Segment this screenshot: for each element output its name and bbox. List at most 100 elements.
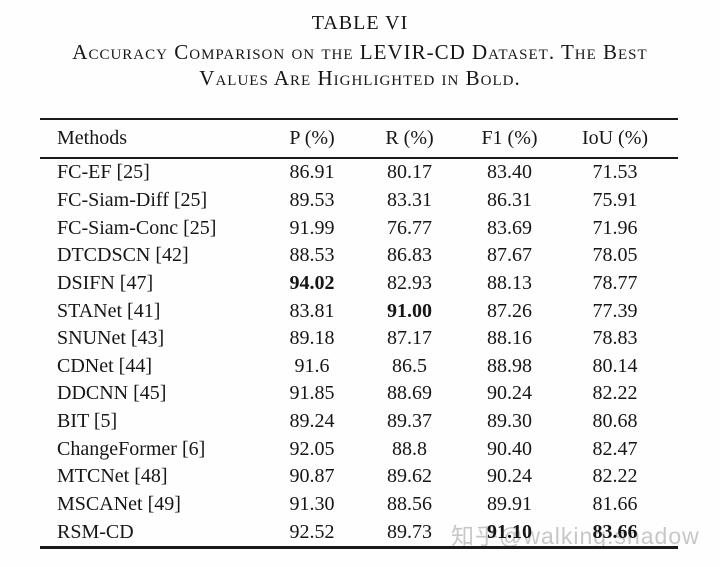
- p-value-cell: 94.02: [289, 271, 335, 294]
- r-value-cell: 86.83: [387, 244, 432, 267]
- method-cell: STANet [41]: [57, 299, 161, 322]
- p-value-cell: 91.30: [289, 493, 335, 515]
- accuracy-comparison-table: Methods P (%) R (%) F1 (%) IoU (%) FC-EF…: [40, 118, 678, 549]
- table-caption-line-1: Accuracy Comparison on the LEVIR-CD Data…: [72, 40, 648, 64]
- col-header-f1: F1 (%): [481, 127, 538, 149]
- p-value-cell: 89.24: [289, 410, 335, 433]
- table-row: BIT [5] 89.24 89.37 89.30 80.68: [40, 408, 678, 436]
- p-value-cell: 91.6: [294, 354, 330, 377]
- p-value-cell: 92.52: [289, 520, 335, 543]
- table-row: SNUNet [43] 89.18 87.17 88.16 78.83: [40, 325, 678, 353]
- method-cell: SNUNet [43]: [57, 327, 165, 350]
- table-row: DDCNN [45] 91.85 88.69 90.24 82.22: [40, 380, 678, 408]
- r-value-cell: 88.8: [392, 437, 427, 460]
- p-value-cell: 89.53: [289, 188, 335, 211]
- iou-value-cell: 77.39: [592, 299, 638, 322]
- iou-value-cell: 80.68: [592, 410, 638, 433]
- table-header-row: Methods P (%) R (%) F1 (%) IoU (%): [40, 120, 678, 157]
- method-cell: ChangeFormer [6]: [57, 437, 206, 460]
- table-top-rule: [40, 118, 678, 120]
- f1-value-cell: 88.13: [487, 271, 532, 294]
- col-header-methods: Methods: [57, 127, 127, 149]
- method-cell: DSIFN [47]: [57, 271, 154, 294]
- table-row: DSIFN [47] 94.02 82.93 88.13 78.77: [40, 270, 678, 298]
- p-value-cell: 86.91: [289, 161, 335, 184]
- p-value-cell: 89.18: [289, 327, 335, 350]
- iou-value-cell: 71.96: [592, 216, 638, 239]
- table-row: DTCDSCN [42] 88.53 86.83 87.67 78.05: [40, 242, 678, 270]
- f1-value-cell: 90.24: [487, 382, 532, 405]
- col-header-recall: R (%): [385, 127, 434, 149]
- r-value-cell: 80.17: [387, 161, 432, 184]
- p-value-cell: 92.05: [289, 437, 335, 460]
- method-cell: FC-Siam-Diff [25]: [57, 188, 208, 211]
- f1-value-cell: 86.31: [487, 188, 532, 211]
- f1-value-cell: 91.10: [487, 520, 532, 543]
- f1-value-cell: 88.98: [487, 354, 532, 377]
- f1-value-cell: 90.24: [487, 465, 532, 488]
- r-value-cell: 76.77: [387, 216, 432, 239]
- p-value-cell: 91.99: [289, 216, 335, 239]
- method-cell: MTCNet [48]: [57, 465, 168, 488]
- r-value-cell: 89.37: [387, 410, 432, 433]
- iou-value-cell: 75.91: [592, 188, 638, 211]
- iou-value-cell: 71.53: [592, 161, 638, 184]
- p-value-cell: 91.85: [289, 382, 335, 405]
- r-value-cell: 91.00: [387, 299, 432, 322]
- f1-value-cell: 89.91: [487, 493, 532, 515]
- method-cell: FC-Siam-Conc [25]: [57, 216, 217, 239]
- r-value-cell: 89.62: [387, 465, 432, 488]
- f1-value-cell: 87.67: [487, 244, 532, 267]
- method-cell: DTCDSCN [42]: [57, 244, 189, 267]
- table-row: MSCANet [49] 91.30 88.56 89.91 81.66: [40, 491, 678, 519]
- r-value-cell: 86.5: [392, 354, 427, 377]
- method-cell: CDNet [44]: [57, 354, 152, 377]
- watermark-text: 知乎@walking.shadow: [451, 523, 700, 549]
- r-value-cell: 89.73: [387, 520, 432, 543]
- method-cell: RSM-CD: [57, 520, 134, 543]
- col-header-iou: IoU (%): [581, 127, 649, 149]
- iou-value-cell: 81.66: [592, 493, 638, 515]
- p-value-cell: 83.81: [289, 299, 335, 322]
- r-value-cell: 82.93: [387, 271, 432, 294]
- table-number-label: TABLE VI: [311, 12, 409, 34]
- iou-value-cell: 80.14: [592, 354, 638, 377]
- f1-value-cell: 83.69: [487, 216, 532, 239]
- f1-value-cell: 88.16: [487, 327, 532, 350]
- table-header-rule: [40, 157, 678, 159]
- iou-value-cell: 82.22: [592, 465, 638, 488]
- table-row: MTCNet [48] 90.87 89.62 90.24 82.22: [40, 463, 678, 491]
- table-row: CDNet [44] 91.6 86.5 88.98 80.14: [40, 352, 678, 380]
- p-value-cell: 88.53: [289, 244, 335, 267]
- r-value-cell: 87.17: [387, 327, 432, 350]
- method-cell: FC-EF [25]: [57, 161, 150, 184]
- r-value-cell: 88.69: [387, 382, 432, 405]
- table-bottom-rule: [40, 546, 678, 549]
- r-value-cell: 83.31: [387, 188, 432, 211]
- f1-value-cell: 90.40: [487, 437, 532, 460]
- method-cell: DDCNN [45]: [57, 382, 167, 405]
- table-caption-line-2: Values Are Highlighted in Bold.: [199, 66, 521, 90]
- table-body: FC-EF [25] 86.91 80.17 83.40 71.53 FC-Si…: [40, 159, 678, 546]
- table-row: RSM-CD 92.52 89.73 91.10 83.66: [40, 518, 678, 546]
- iou-value-cell: 78.05: [592, 244, 638, 267]
- f1-value-cell: 87.26: [487, 299, 532, 322]
- table-row: STANet [41] 83.81 91.00 87.26 77.39: [40, 297, 678, 325]
- col-header-precision: P (%): [289, 127, 335, 149]
- table-row: FC-Siam-Conc [25] 91.99 76.77 83.69 71.9…: [40, 214, 678, 242]
- iou-value-cell: 78.83: [592, 327, 638, 350]
- f1-value-cell: 83.40: [487, 161, 532, 184]
- table-row: FC-Siam-Diff [25] 89.53 83.31 86.31 75.9…: [40, 187, 678, 215]
- iou-value-cell: 82.22: [592, 382, 638, 405]
- method-cell: BIT [5]: [57, 410, 118, 433]
- iou-value-cell: 82.47: [592, 437, 638, 460]
- table-row: FC-EF [25] 86.91 80.17 83.40 71.53: [40, 159, 678, 187]
- method-cell: MSCANet [49]: [57, 493, 181, 515]
- iou-value-cell: 78.77: [592, 271, 638, 294]
- iou-value-cell: 83.66: [592, 520, 638, 543]
- p-value-cell: 90.87: [289, 465, 335, 488]
- f1-value-cell: 89.30: [487, 410, 532, 433]
- r-value-cell: 88.56: [387, 493, 432, 515]
- table-row: ChangeFormer [6] 92.05 88.8 90.40 82.47: [40, 435, 678, 463]
